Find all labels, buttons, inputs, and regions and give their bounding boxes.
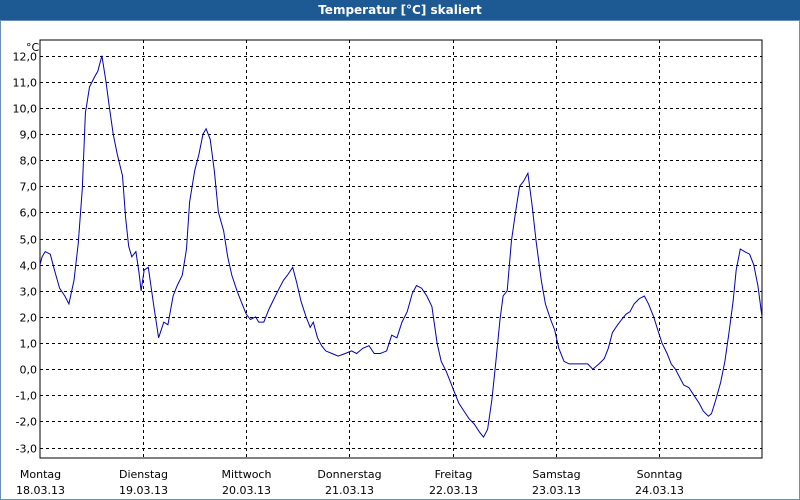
x-axis-ticks: Montag 18.03.13 Dienstag 19.03.13 Mittwoch 20…	[16, 468, 684, 497]
x-tick-date: 22.03.13	[429, 484, 478, 497]
y-tick-label: 8,0	[20, 155, 38, 168]
x-tick-weekday: Donnerstag	[317, 468, 381, 481]
x-tick-weekday: Sonntag	[637, 468, 683, 481]
chart-frame: 12,0 11,0 10,0 9,0 8,0 7,0 6,0 5,0 4,0 3,0 2,0 1,0 0…	[0, 20, 800, 500]
y-tick-label: 7,0	[20, 181, 38, 194]
x-tick-weekday: Freitag	[435, 468, 473, 481]
y-tick-label: 3,0	[20, 286, 38, 299]
x-tick-weekday: Dienstag	[119, 468, 168, 481]
y-tick-label: -2,0	[16, 416, 37, 429]
y-tick-label: 2,0	[20, 312, 38, 325]
y-tick-label: 0,0	[20, 364, 38, 377]
x-tick-date: 19.03.13	[119, 484, 168, 497]
y-tick-label: -3,0	[16, 443, 37, 456]
y-tick-label: 1,0	[20, 338, 38, 351]
temperature-chart: 12,0 11,0 10,0 9,0 8,0 7,0 6,0 5,0 4,0 3,0 2,0 1,0 0…	[13, 39, 763, 497]
chart-title: Temperatur [°C] skaliert	[0, 0, 800, 20]
x-tick-date: 18.03.13	[16, 484, 65, 497]
x-tick-date: 20.03.13	[222, 484, 271, 497]
y-tick-label: 4,0	[20, 260, 38, 273]
temperature-series-line	[39, 55, 763, 439]
y-axis-ticks: 12,0 11,0 10,0 9,0 8,0 7,0 6,0 5,0 4,0 3,0 2,0 1,0 0…	[13, 51, 38, 456]
x-tick-weekday: Montag	[20, 468, 61, 481]
y-tick-label: 6,0	[20, 207, 38, 220]
y-tick-label: 5,0	[20, 234, 38, 247]
y-tick-label: 12,0	[13, 51, 38, 64]
x-tick-date: 23.03.13	[532, 484, 581, 497]
x-tick-weekday: Mittwoch	[222, 468, 272, 481]
plot-area-border	[39, 39, 763, 459]
y-tick-label: 11,0	[13, 77, 38, 90]
x-tick-date: 21.03.13	[325, 484, 374, 497]
x-tick-date: 24.03.13	[635, 484, 684, 497]
y-tick-label: 10,0	[13, 103, 38, 116]
grid-lines	[40, 40, 762, 458]
y-axis-unit-label: °C	[26, 41, 40, 54]
y-tick-label: -1,0	[16, 390, 37, 403]
x-tick-weekday: Samstag	[532, 468, 580, 481]
y-tick-label: 9,0	[20, 129, 38, 142]
